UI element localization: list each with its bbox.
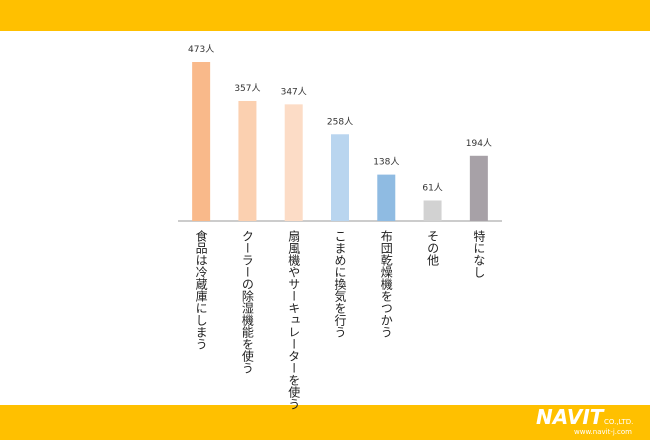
logo-company: CO.,LTD.: [604, 418, 633, 426]
x-tick-label: 特になし: [472, 229, 486, 278]
x-tick-label: クーラーの除湿機能を使う: [240, 230, 254, 374]
logo: NAVIT: [536, 405, 605, 429]
x-tick-label: その他: [426, 230, 440, 266]
value-label: 357人: [234, 83, 260, 94]
value-label: 473人: [188, 44, 214, 55]
value-label: 61人: [422, 182, 442, 193]
value-label: 258人: [327, 116, 353, 127]
bar: [284, 104, 303, 221]
value-label: 347人: [281, 86, 307, 97]
bar: [331, 134, 349, 221]
bar: [469, 155, 488, 221]
x-tick-label: 食品は冷蔵庫にしまう: [194, 229, 208, 350]
logo-url: www.navit-j.com: [574, 428, 632, 436]
x-tick-label: 扇風機やサーキュレーターを使う: [287, 229, 301, 410]
value-label: 138人: [373, 157, 399, 168]
bar: [192, 62, 211, 221]
bar: [423, 200, 442, 221]
x-tick-label: 布団乾燥機をつかう: [379, 230, 393, 338]
bar: [238, 100, 257, 221]
header-band: [0, 0, 650, 31]
footer-band: [0, 405, 650, 440]
bar: [377, 174, 396, 221]
value-label: 194人: [466, 138, 492, 149]
x-tick-label: こまめに換気を行う: [333, 230, 347, 338]
